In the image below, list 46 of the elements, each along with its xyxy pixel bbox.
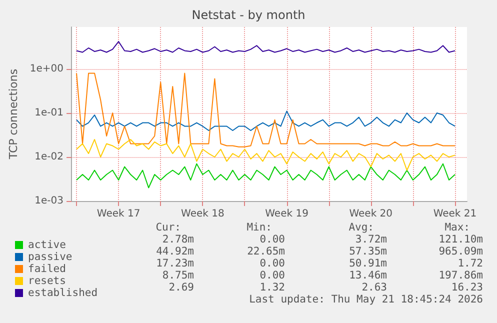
- line-series: [76, 163, 456, 188]
- text: Avg:: [348, 222, 374, 234]
- line-series: [76, 138, 456, 171]
- legend-label: established: [28, 287, 98, 299]
- y-axis-title: TCP connections: [7, 68, 20, 160]
- line-series: [76, 41, 456, 53]
- text: Min:: [246, 222, 272, 234]
- text: 1.72: [458, 258, 483, 270]
- legend-label: failed: [28, 263, 66, 275]
- x-tick-label: Week 18: [181, 208, 224, 220]
- legend-label: passive: [28, 251, 72, 263]
- text: Last update: Thu May 21 18:45:24 2026: [249, 294, 483, 306]
- y-tick-label: 1e-03: [34, 196, 64, 206]
- text: 0.00: [260, 270, 285, 282]
- y-tick-label: 1e-01: [34, 107, 64, 118]
- text: 0.00: [260, 234, 285, 246]
- text: 8.75m: [162, 270, 194, 282]
- text: 2.78m: [162, 234, 194, 246]
- x-tick-label: Week 21: [433, 208, 477, 220]
- legend-label: resets: [28, 275, 66, 287]
- text: 1.32: [260, 282, 285, 294]
- text: 121.10m: [438, 234, 483, 246]
- text: 44.92m: [156, 246, 194, 258]
- legend-label: active: [28, 239, 66, 251]
- text: 2.63: [362, 282, 387, 294]
- x-tick-label: Week 17: [96, 208, 140, 220]
- line-series: [76, 72, 456, 148]
- line-series: [76, 110, 456, 132]
- text: 16.23: [451, 282, 483, 294]
- text: 17.23m: [156, 258, 194, 270]
- text: Cur:: [156, 222, 181, 234]
- x-tick-label: Week 20: [349, 208, 393, 220]
- x-tick-label: Week 19: [265, 208, 308, 220]
- text: 22.65m: [247, 246, 285, 258]
- text: 197.86m: [438, 270, 483, 282]
- text: 0.00: [260, 258, 285, 270]
- text: 13.46m: [349, 270, 387, 282]
- y-tick-label: 1e+00: [30, 63, 64, 74]
- text: 965.09m: [438, 246, 483, 258]
- text: 3.72m: [355, 234, 387, 246]
- chart-title: Netstat - by month: [192, 8, 306, 22]
- text: 2.69: [168, 282, 194, 294]
- text: 57.35m: [349, 246, 387, 258]
- text: 50.91m: [349, 258, 387, 270]
- y-tick-label: 1e-02: [34, 151, 64, 162]
- text: Max:: [444, 222, 470, 234]
